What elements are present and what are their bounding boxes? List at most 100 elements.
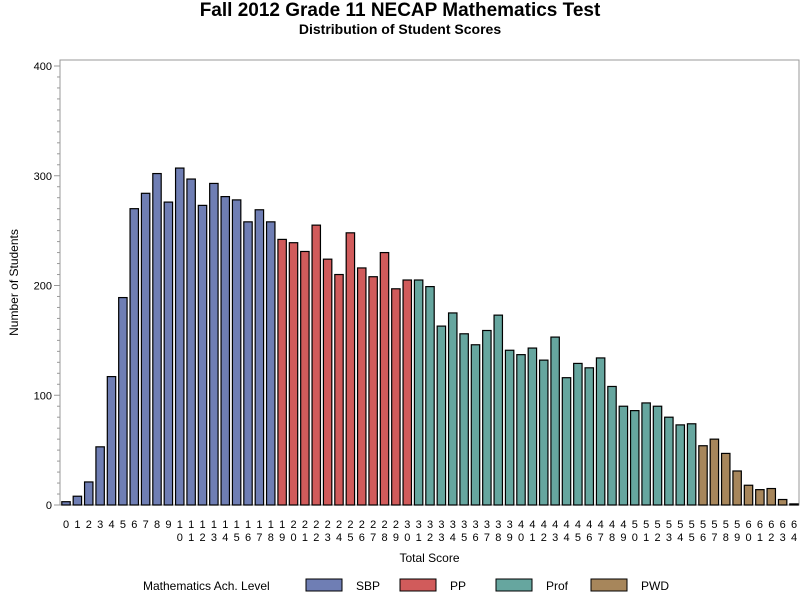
bar [61, 501, 71, 506]
bar [118, 296, 128, 506]
bar [174, 167, 185, 506]
bar [197, 204, 208, 506]
bar [334, 273, 344, 506]
legend-swatch [590, 578, 628, 592]
bar [595, 357, 606, 506]
legend-label: PP [450, 579, 466, 593]
bar [584, 367, 595, 506]
bar [152, 172, 162, 506]
bar [254, 209, 265, 506]
bar [789, 503, 799, 506]
bar [265, 221, 276, 506]
bar [675, 424, 686, 506]
y-tick-label: 0 [46, 500, 52, 512]
bar [243, 221, 253, 506]
bar [527, 347, 538, 506]
legend-title: Mathematics Ach. Level [143, 579, 270, 593]
y-tick-label: 200 [34, 281, 52, 293]
x-tick-label: 8 [154, 519, 160, 531]
bar [402, 279, 413, 506]
bar [288, 242, 299, 506]
legend-label: Prof [546, 579, 569, 593]
bar [561, 377, 572, 506]
bar [447, 312, 458, 506]
bar [709, 438, 720, 506]
bar [652, 405, 663, 506]
legend-label: SBP [356, 579, 380, 593]
bar [379, 251, 390, 506]
bar [129, 208, 140, 506]
chart-title: Fall 2012 Grade 11 NECAP Mathematics Tes… [199, 0, 601, 21]
bar [482, 329, 492, 506]
x-tick-label: 9 [165, 519, 171, 531]
x-tick-label: 5 [120, 519, 126, 531]
bar [538, 359, 549, 506]
x-tick-label: 0 [63, 519, 69, 531]
bar [72, 495, 83, 506]
x-tick-label: 3 [97, 519, 103, 531]
y-tick-label: 100 [34, 390, 52, 402]
legend-label: PWD [641, 579, 669, 593]
bar [277, 238, 287, 506]
chart-subtitle: Distribution of Student Scores [298, 21, 502, 37]
bar [516, 354, 526, 506]
y-tick-label: 300 [34, 171, 52, 183]
bar [755, 489, 765, 506]
x-tick-label: 2 [86, 519, 92, 531]
y-axis-label: Number of Students [7, 229, 21, 336]
bar [607, 385, 617, 506]
bar [95, 446, 105, 506]
bar [322, 258, 333, 506]
bar [504, 349, 515, 506]
bar [664, 416, 674, 506]
bar [413, 279, 424, 506]
bar [720, 452, 731, 506]
bar [220, 196, 231, 506]
x-tick-label: 7 [143, 519, 149, 531]
bar [641, 402, 651, 506]
bar [163, 201, 174, 506]
bar [140, 192, 151, 506]
y-tick-label: 400 [34, 61, 52, 73]
bar [550, 336, 560, 506]
bar [83, 481, 94, 506]
bar [573, 362, 583, 506]
